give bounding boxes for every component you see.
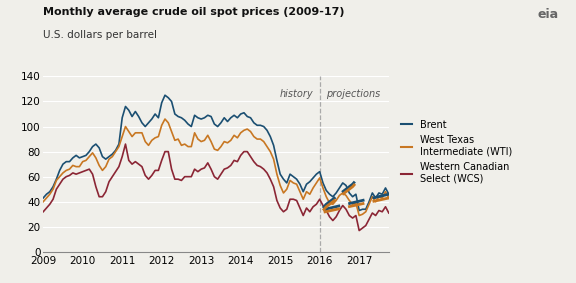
- Legend: Brent, West Texas
Intermediate (WTI), Western Canadian
Select (WCS): Brent, West Texas Intermediate (WTI), We…: [400, 120, 512, 184]
- Text: history: history: [280, 89, 314, 99]
- Text: U.S. dollars per barrel: U.S. dollars per barrel: [43, 30, 157, 40]
- Text: projections: projections: [325, 89, 380, 99]
- Text: Monthly average crude oil spot prices (2009-17): Monthly average crude oil spot prices (2…: [43, 7, 344, 17]
- Text: eia: eia: [537, 8, 559, 22]
